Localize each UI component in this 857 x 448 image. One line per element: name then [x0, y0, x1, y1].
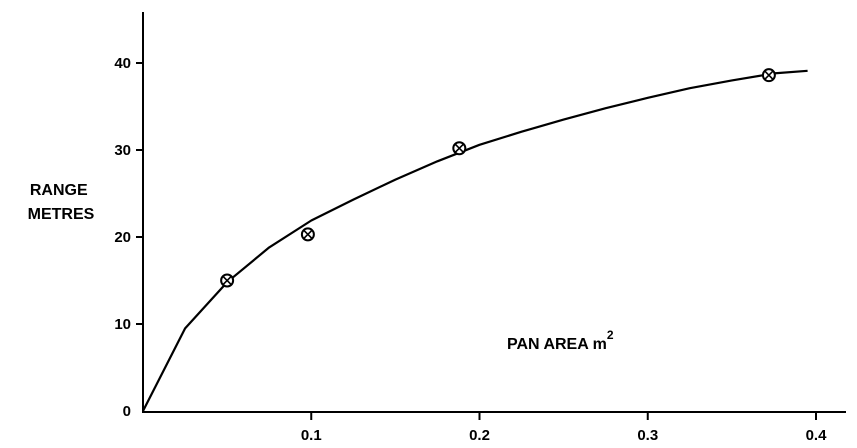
- x-axis-label-text: PAN AREA m: [507, 336, 607, 353]
- y-tick-label: 40: [114, 55, 131, 72]
- y-tick-label: 30: [114, 142, 131, 159]
- y-axis-label: RANGE METRES: [28, 182, 95, 223]
- data-point-cross: [764, 70, 774, 80]
- data-points: [220, 68, 776, 288]
- x-tick-label: 0.2: [469, 427, 490, 444]
- y-tick-label: 10: [114, 316, 131, 333]
- data-point-cross: [303, 229, 313, 240]
- y-axis-label-line-1: RANGE: [30, 182, 88, 199]
- fit-curve: [142, 69, 808, 412]
- data-point: [452, 141, 467, 156]
- x-axis-label-superscript: 2: [607, 328, 614, 342]
- x-tick-label: 0.1: [301, 427, 322, 444]
- y-tick-label: 20: [114, 229, 131, 246]
- y-axis-ticks: 0 10 20 30 40: [114, 55, 143, 420]
- y-tick-label: 0: [123, 403, 131, 420]
- data-point-cross: [454, 143, 465, 154]
- data-point: [761, 68, 776, 83]
- x-axis-ticks: 0.1 0.2 0.3 0.4: [301, 412, 827, 444]
- y-axis-label-line-2: METRES: [28, 206, 95, 223]
- x-tick-label: 0.4: [806, 427, 828, 444]
- data-point-cross: [222, 275, 232, 286]
- data-point: [220, 273, 235, 288]
- data-point: [300, 227, 315, 242]
- x-tick-label: 0.3: [637, 427, 658, 444]
- axes: [142, 12, 846, 413]
- x-axis-label: PAN AREA m2: [507, 328, 614, 353]
